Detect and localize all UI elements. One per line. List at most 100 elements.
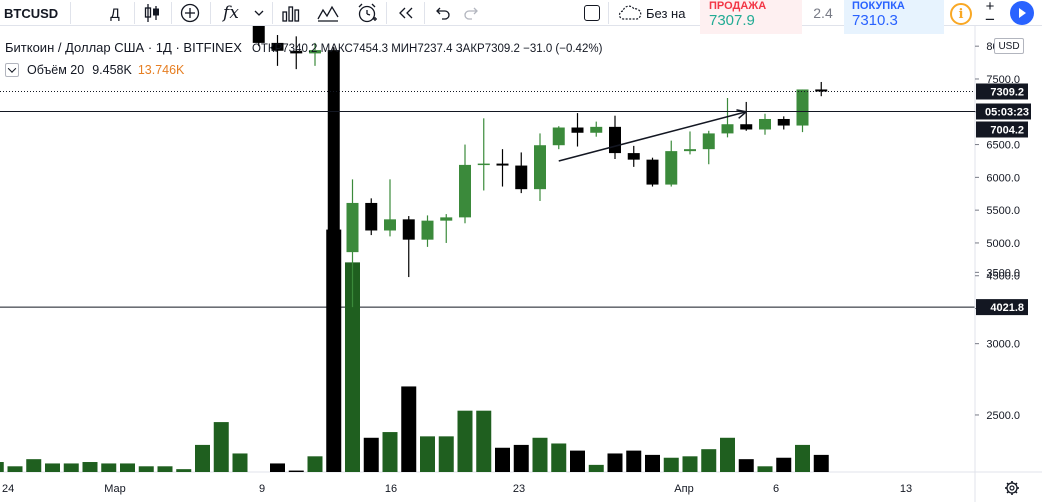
- candle-body: [327, 50, 340, 253]
- zoom-out-icon[interactable]: −: [985, 10, 995, 29]
- currency-badge[interactable]: USD: [994, 38, 1024, 54]
- candle-body: [515, 165, 528, 190]
- candles-style-icon[interactable]: [141, 0, 163, 26]
- volume-bar: [776, 457, 792, 472]
- volume-bar: [26, 459, 42, 472]
- volume-bar: [176, 469, 192, 472]
- sell-button[interactable]: ПРОДАЖА 7307.9: [700, 0, 802, 34]
- volume-bar: [345, 262, 360, 472]
- candle-body: [777, 118, 790, 126]
- alert-icon[interactable]: [354, 0, 380, 26]
- volume-bar: [738, 459, 754, 472]
- candle-body: [477, 163, 490, 166]
- fullscreen-icon[interactable]: [580, 0, 604, 26]
- chevron-down-icon[interactable]: [250, 0, 268, 26]
- candle-body: [609, 126, 621, 154]
- save-status-label[interactable]: Без на: [646, 5, 686, 21]
- countdown-label: 05:03:23: [985, 106, 1029, 118]
- candle-body: [346, 202, 359, 253]
- candle-body: [684, 149, 696, 152]
- time-axis-label: 23: [513, 483, 525, 495]
- legend-interval: 1Д: [155, 40, 172, 55]
- volume-bar: [232, 453, 248, 472]
- volume-bar: [45, 463, 60, 472]
- volume-ma-value: 13.746K: [137, 63, 185, 77]
- candle-body: [590, 126, 603, 133]
- volume-bar: [63, 463, 79, 472]
- toolbar-divider: [386, 2, 387, 24]
- toolbar-divider: [608, 2, 609, 24]
- volume-bar: [795, 444, 810, 472]
- time-axis-label: 6: [773, 483, 779, 495]
- legend-exchange: BITFINEX: [183, 40, 242, 55]
- legend-ohlc: ОТКР7340.2 МАКС7454.3 МИН7237.4 ЗАКР7309…: [246, 43, 602, 55]
- price-axis-label: 6000.0: [986, 172, 1020, 184]
- volume-bar: [663, 457, 679, 472]
- indicators-icon[interactable]: fx: [223, 3, 239, 23]
- zoom-in-icon[interactable]: +: [985, 0, 995, 15]
- volume-bar: [476, 410, 492, 472]
- toolbar-divider: [70, 2, 71, 24]
- add-compare-icon[interactable]: [178, 0, 202, 26]
- legend-main: Биткоин / Доллар США · 1Д · BITFINEX ОТК…: [5, 40, 602, 55]
- cloud-save-icon[interactable]: [617, 0, 643, 26]
- candle-body: [796, 89, 809, 126]
- volume-bar: [326, 229, 342, 472]
- price-axis-label: 5000.0: [986, 238, 1020, 250]
- candle-body: [309, 50, 321, 54]
- candle-body: [252, 26, 265, 43]
- volume-bar: [401, 386, 417, 472]
- volume-bar: [607, 453, 623, 472]
- volume-bar: [195, 444, 210, 472]
- trend-arrow-head: [736, 109, 748, 119]
- symbol-search-button[interactable]: BTCUSD: [4, 5, 59, 21]
- support-price-label-bg: [976, 299, 1028, 316]
- time-axis-label: 9: [259, 483, 265, 495]
- toolbar-divider: [424, 2, 425, 24]
- legend-separator: ·: [175, 40, 184, 55]
- volume-bar: [307, 456, 323, 472]
- interval-button[interactable]: Д: [110, 5, 120, 21]
- toolbar-divider: [272, 2, 273, 24]
- price-axis-label: 7500.0: [986, 74, 1020, 86]
- volume-bar: [157, 466, 173, 472]
- volume-bar: [588, 464, 604, 472]
- price-axis-label: 2500.0: [986, 410, 1020, 422]
- candle-body: [815, 89, 828, 92]
- legend-title[interactable]: Биткоин / Доллар США: [5, 40, 145, 55]
- chart-patterns-icon[interactable]: [316, 0, 340, 26]
- replay-icon[interactable]: [394, 0, 418, 26]
- toolbar-divider: [134, 2, 135, 24]
- candle-body: [702, 133, 715, 150]
- volume-bar: [270, 463, 285, 472]
- trend-arrow-line[interactable]: [558, 111, 747, 162]
- volume-bar: [532, 437, 548, 472]
- play-icon[interactable]: [1010, 1, 1034, 25]
- volume-label[interactable]: Объём 20: [27, 63, 85, 77]
- last-price-label: 7309.2: [990, 86, 1024, 98]
- volume-bar: [701, 449, 717, 472]
- volume-bar: [495, 447, 510, 472]
- volume-bar: [626, 450, 642, 472]
- volume-bar: [438, 436, 454, 472]
- candle-body: [740, 124, 753, 130]
- settings-gear-icon[interactable]: [1005, 481, 1019, 495]
- undo-icon[interactable]: [430, 0, 454, 26]
- collapse-legend-toggle[interactable]: [5, 63, 19, 77]
- high-value: 7454.3: [352, 43, 388, 55]
- volume-bar: [138, 466, 154, 472]
- redo-icon[interactable]: [460, 0, 484, 26]
- candle-body: [402, 219, 415, 240]
- volume-bar: [457, 410, 473, 472]
- spread-value: 2.4: [813, 5, 833, 21]
- open-key: ОТКР: [251, 43, 283, 55]
- price-chart[interactable]: 2500.03000.03500.04000.04500.05000.05500…: [0, 26, 1042, 502]
- bar-chart-icon[interactable]: [279, 0, 303, 26]
- info-icon[interactable]: i: [950, 3, 972, 25]
- buy-button[interactable]: ПОКУПКА 7310.3: [844, 0, 944, 34]
- volume-bar: [682, 456, 698, 472]
- support-price-label: 4021.8: [990, 302, 1024, 314]
- candle-body: [365, 202, 378, 231]
- candle-body: [271, 42, 284, 51]
- price-axis-label: 4500.0: [986, 271, 1020, 283]
